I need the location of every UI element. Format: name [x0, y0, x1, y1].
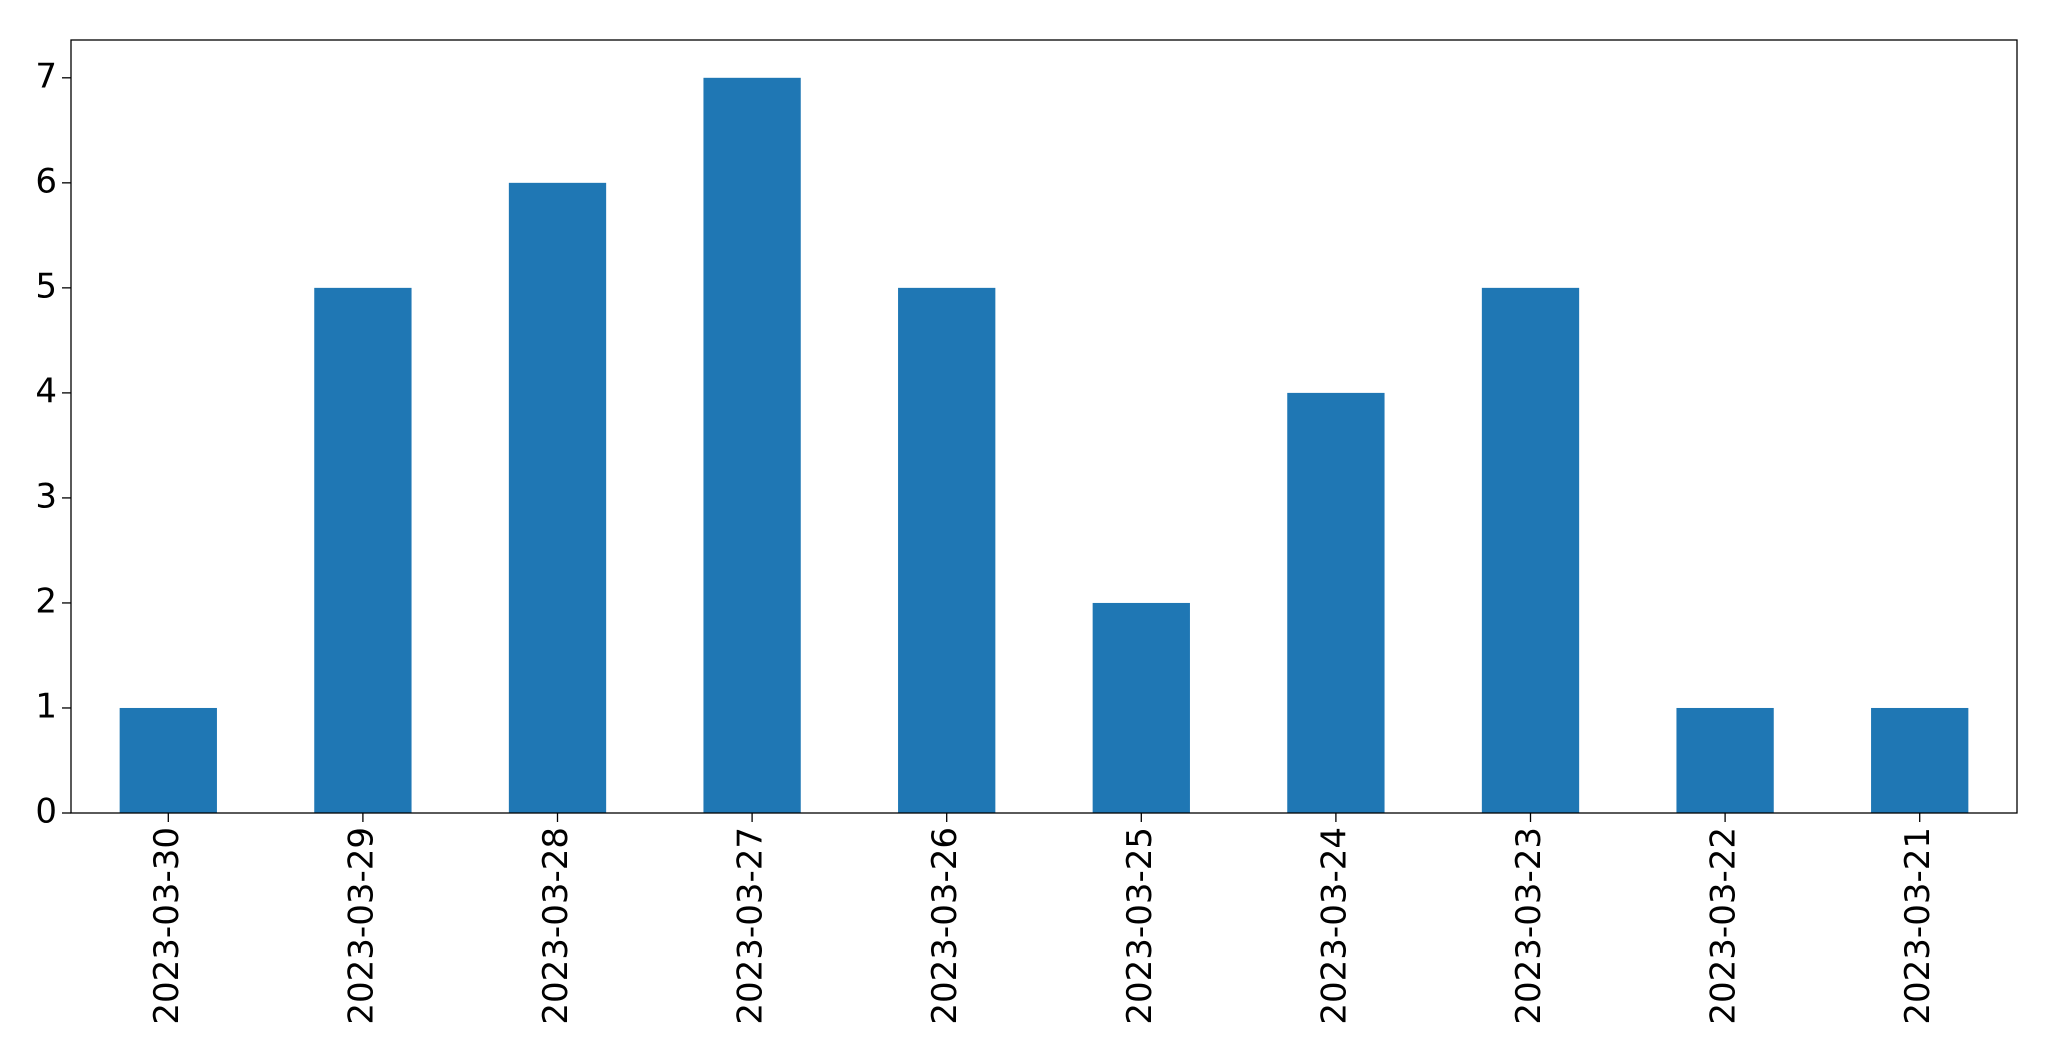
- bar: [314, 287, 412, 813]
- bar: [1287, 392, 1385, 813]
- y-tick-label: 1: [35, 686, 57, 726]
- bar: [1676, 707, 1774, 813]
- y-tick-label: 2: [35, 581, 57, 621]
- x-tick-label: 2023-03-30: [147, 827, 187, 1025]
- y-tick-label: 4: [35, 371, 57, 411]
- x-tick-label: 2023-03-24: [1314, 827, 1354, 1025]
- bar: [119, 707, 217, 813]
- plot-frame: [70, 39, 2018, 814]
- bar: [898, 287, 996, 813]
- x-tick-label: 2023-03-29: [341, 827, 381, 1025]
- bar: [1481, 287, 1580, 813]
- x-tick-label: 2023-03-22: [1704, 827, 1744, 1025]
- bar: [1092, 602, 1190, 813]
- x-tick-label: 2023-03-25: [1120, 827, 1160, 1025]
- y-tick-label: 3: [35, 476, 57, 516]
- x-tick-label: 2023-03-23: [1509, 827, 1549, 1025]
- x-tick-label: 2023-03-26: [925, 827, 965, 1025]
- bar: [1871, 707, 1969, 813]
- x-tick-label: 2023-03-21: [1898, 827, 1938, 1025]
- x-tick-label: 2023-03-28: [536, 827, 576, 1025]
- y-tick-label: 6: [35, 161, 57, 201]
- bar: [508, 182, 607, 813]
- y-tick-label: 0: [35, 792, 57, 832]
- y-tick-label: 5: [35, 266, 57, 306]
- bar: [703, 77, 801, 813]
- y-tick-label: 7: [35, 56, 57, 96]
- x-tick-label: 2023-03-27: [731, 827, 771, 1025]
